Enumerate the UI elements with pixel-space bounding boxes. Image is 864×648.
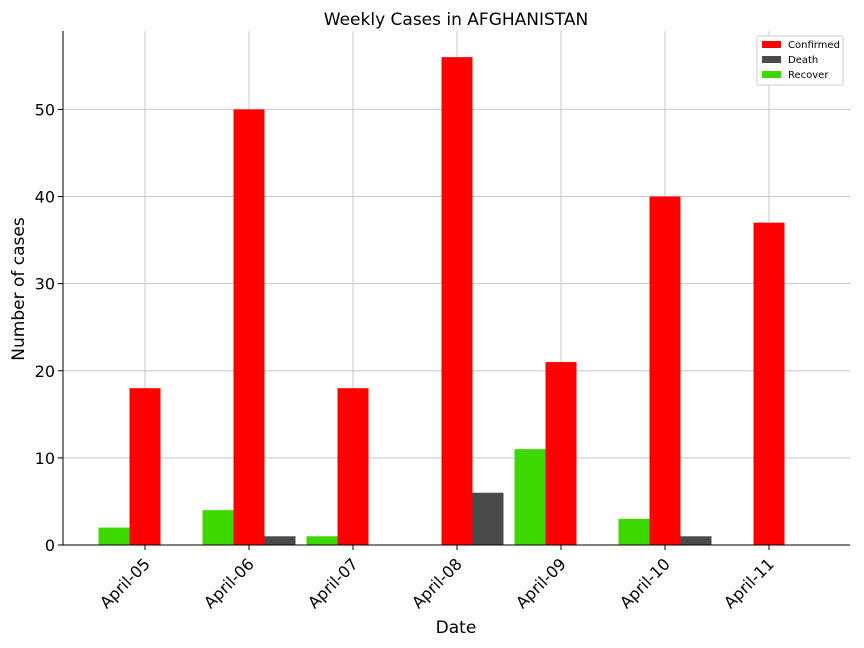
x-tick-label: April-05 (96, 554, 154, 612)
bar-death (264, 536, 296, 545)
y-tick-label: 20 (35, 362, 55, 381)
legend-swatch-confirmed (762, 41, 781, 48)
y-tick-label: 10 (35, 449, 55, 468)
bars (98, 57, 785, 546)
bar-recover (306, 536, 338, 545)
legend-label-confirmed: Confirmed (788, 40, 840, 51)
bar-confirmed (753, 222, 785, 545)
x-tick-label: April-07 (304, 554, 362, 612)
chart-title: Weekly Cases in AFGHANISTAN (324, 10, 588, 30)
legend-swatch-recover (762, 71, 781, 78)
bar-recover (514, 449, 546, 545)
y-tick-label: 40 (35, 188, 55, 207)
x-tick-label: April-06 (200, 554, 258, 612)
bar-confirmed (337, 388, 369, 545)
bar-death (472, 492, 504, 545)
bar-death (680, 536, 712, 545)
bar-confirmed (129, 388, 161, 545)
x-tick-label: April-08 (408, 554, 466, 612)
legend-label-death: Death (788, 55, 818, 66)
x-tick-label: April-09 (512, 554, 570, 612)
bar-confirmed (649, 196, 681, 545)
bar-recover (98, 527, 130, 545)
axes (58, 31, 850, 550)
bar-recover (618, 518, 650, 545)
y-tick-label: 50 (35, 100, 55, 119)
y-tick-label: 0 (45, 536, 55, 555)
x-tick-label: April-11 (720, 554, 778, 612)
legend-label-recover: Recover (788, 70, 829, 81)
y-axis-label: Number of cases (9, 217, 29, 361)
x-tick-label: April-10 (616, 554, 674, 612)
y-tick-label: 30 (35, 275, 55, 294)
bar-confirmed (545, 362, 577, 545)
bar-confirmed (441, 57, 473, 546)
bar-confirmed (233, 109, 265, 546)
legend: Confirmed Death Recover (756, 35, 844, 86)
x-axis-label: Date (436, 618, 477, 638)
legend-swatch-death (762, 56, 781, 63)
bar-recover (202, 510, 234, 545)
